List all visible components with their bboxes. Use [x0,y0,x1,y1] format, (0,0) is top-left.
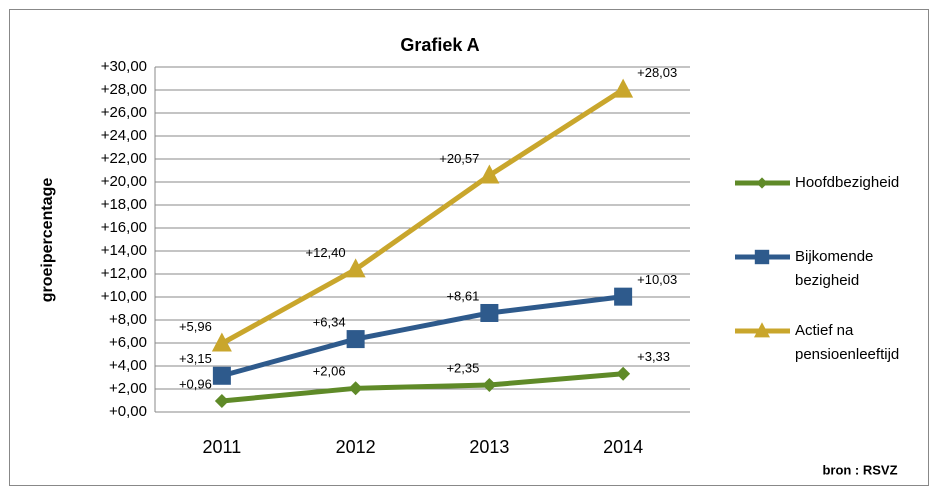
y-tick-label: +0,00 [109,403,147,420]
legend-label: Hoofdbezigheid [795,174,900,191]
y-tick-label: +12,00 [101,265,147,282]
data-label: +6,34 [313,315,346,330]
y-tick-label: +8,00 [109,311,147,328]
y-tick-label: +22,00 [101,150,147,167]
y-tick-label: +26,00 [101,104,147,121]
data-label: +8,61 [446,288,479,303]
source: bron : RSVZ [822,462,897,477]
y-tick-label: +4,00 [109,357,147,374]
marker [756,177,768,189]
y-tick-label: +16,00 [101,219,147,236]
series-line [221,294,624,379]
data-label: +3,15 [179,351,212,366]
marker [754,322,770,338]
marker [214,393,229,408]
series-line [221,371,624,404]
marker [345,258,366,278]
x-tick-label: 2011 [203,437,242,457]
x-tick-label: 2012 [336,437,376,457]
y-tick-label: +18,00 [101,196,147,213]
data-label: +20,57 [439,151,479,166]
marker [211,332,232,352]
y-tick-label: +14,00 [101,242,147,259]
marker [754,249,770,265]
marker [480,303,499,322]
data-label: +10,03 [637,272,677,287]
marker [614,287,633,306]
y-tick-label: +24,00 [101,127,147,144]
y-tick-label: +10,00 [101,288,147,305]
y-tick-label: +30,00 [101,58,147,75]
y-tick-label: +20,00 [101,173,147,190]
marker [348,381,363,396]
data-label: +12,40 [306,245,346,260]
data-label: +3,33 [637,349,670,364]
legend-label: Bijkomende bezigheid [795,248,874,289]
data-label: +5,96 [179,319,212,334]
chart-title: Grafiek A [400,35,479,55]
marker [613,78,634,98]
y-tick-label: +6,00 [109,334,147,351]
series-line [220,87,625,346]
data-label: +2,06 [313,364,346,379]
x-tick-label: 2013 [469,437,509,457]
data-label: +28,03 [637,65,677,80]
marker [479,164,500,184]
y-tick-label: +28,00 [101,81,147,98]
marker [212,366,231,385]
marker [346,330,365,349]
chart-frame [9,9,929,486]
marker [616,366,631,381]
data-label: +0,96 [179,376,212,391]
marker [482,377,497,392]
x-tick-label: 2014 [603,437,643,457]
y-axis-label: groeipercentage [39,178,56,303]
y-tick-label: +2,00 [109,380,147,397]
legend-label: Actief na pensioenleeftijd [795,322,900,363]
data-label: +2,35 [446,360,479,375]
